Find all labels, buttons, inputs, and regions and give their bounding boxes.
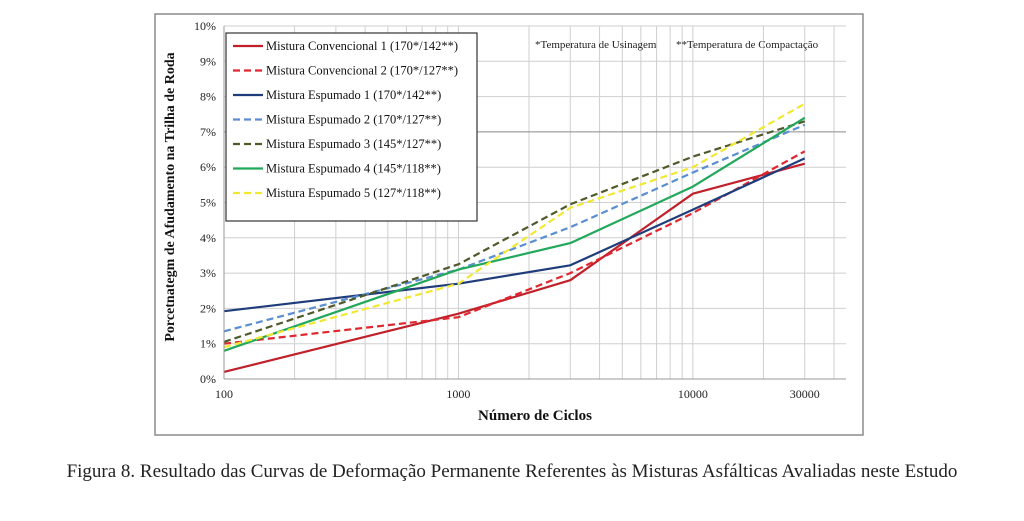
series-line-6 [223, 116, 806, 352]
legend-label-2: Mistura Convencional 2 (170*/127**) [266, 64, 458, 78]
x-tick-label: 100 [215, 387, 233, 401]
annotation-usinagem: *Temperatura de Usinagem [535, 39, 657, 51]
legend-label-6: Mistura Espumado 4 (145*/118**) [266, 162, 441, 176]
series-line-3 [223, 157, 806, 313]
y-tick-label: 7% [200, 125, 216, 139]
y-tick-label: 6% [200, 160, 216, 174]
legend-label-5: Mistura Espumado 3 (145*/127**) [266, 137, 441, 151]
y-tick-label: 3% [200, 266, 216, 280]
legend-label-7: Mistura Espumado 5 (127*/118**) [266, 186, 441, 200]
legend: Mistura Convencional 1 (170*/142**) Mistu… [225, 32, 478, 222]
legend-box [225, 32, 478, 222]
y-tick-label: 4% [200, 231, 216, 245]
x-tick-label: 10000 [678, 387, 708, 401]
y-tick-label: 2% [200, 301, 216, 315]
chart: 0% 1% 2% 3% 4% 5% 6% 7% 8% 9% 10% 100 1000 10000 30000… [154, 13, 864, 436]
figure-caption: Figura 8. Resultado das Curvas de Deform… [66, 461, 958, 482]
y-tick-label: 0% [200, 372, 216, 386]
series-line-7 [223, 102, 806, 349]
y-axis-label: Porcetnategm de Afudamento na Trilha de … [163, 52, 178, 341]
annotation-compactacao: **Temperatura de Compactação [676, 39, 819, 51]
x-axis-label: Número de Ciclos [478, 408, 592, 424]
y-tick-label: 5% [200, 196, 216, 210]
series-line-2 [223, 150, 806, 345]
x-tick-label: 1000 [446, 387, 470, 401]
y-tick-label: 1% [200, 337, 216, 351]
axes: 0% 1% 2% 3% 4% 5% 6% 7% 8% 9% 10% 100 1000 10000 30000 [194, 19, 846, 401]
legend-label-4: Mistura Espumado 2 (170*/127**) [266, 113, 441, 127]
series-line-1 [223, 162, 805, 373]
series-lines [223, 102, 806, 373]
x-tick-label: 30000 [790, 387, 820, 401]
y-tick-label: 10% [194, 19, 216, 33]
legend-label-1: Mistura Convencional 1 (170*/142**) [266, 39, 458, 53]
y-tick-label: 9% [200, 54, 216, 68]
y-tick-label: 8% [200, 90, 216, 104]
legend-label-3: Mistura Espumado 1 (170*/142**) [266, 88, 441, 102]
